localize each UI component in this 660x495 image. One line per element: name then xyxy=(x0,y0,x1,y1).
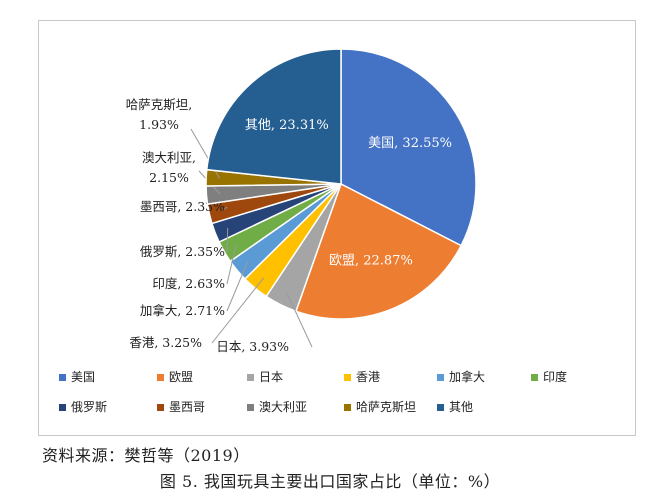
pie-slice-0 xyxy=(340,48,477,247)
slice-label-6: 俄罗斯, 2.35% xyxy=(140,244,225,259)
legend-swatch-6 xyxy=(59,404,66,411)
legend-swatch-9 xyxy=(344,404,351,411)
pie-slice-10 xyxy=(205,48,342,185)
slice-value-9: 1.93% xyxy=(139,117,179,132)
slice-label-1: 欧盟, 22.87% xyxy=(329,253,413,268)
legend-label-4: 加拿大 xyxy=(449,369,485,384)
slice-label-3: 香港, 3.25% xyxy=(129,335,202,350)
chart-frame: 美国, 32.55% 欧盟, 22.87% 日本, 3.93% 香港, 3.25% 加拿… xyxy=(38,20,636,436)
leader-line-4 xyxy=(226,261,249,312)
legend-swatch-8 xyxy=(247,404,254,411)
legend-label-6: 俄罗斯 xyxy=(71,400,107,414)
leader-line-3 xyxy=(211,277,265,344)
pie-chart: 美国, 32.55% 欧盟, 22.87% 日本, 3.93% 香港, 3.25% 加拿… xyxy=(59,48,567,414)
slice-value-8: 2.15% xyxy=(149,170,189,185)
slice-label-0: 美国, 32.55% xyxy=(368,136,452,151)
slice-label-8: 澳大利亚, xyxy=(142,150,196,165)
legend-swatch-3 xyxy=(344,374,351,381)
slice-label-7: 墨西哥, 2.33% xyxy=(140,199,225,214)
legend-label-10: 其他 xyxy=(449,400,473,414)
figure-caption: 图 5. 我国玩具主要出口国家占比（单位：%） xyxy=(159,472,501,491)
source-note: 资料来源：樊哲等（2019） xyxy=(42,446,250,465)
leader-line-5 xyxy=(226,244,237,285)
slice-label-2: 日本, 3.93% xyxy=(216,339,289,354)
leader-line-7 xyxy=(222,206,228,212)
legend-label-5: 印度 xyxy=(543,369,567,384)
leader-line-6 xyxy=(226,227,229,253)
legend-swatch-4 xyxy=(437,374,444,381)
legend-label-1: 欧盟 xyxy=(169,370,193,384)
slice-label-10: 其他, 23.31% xyxy=(245,118,329,133)
legend-label-3: 香港 xyxy=(356,370,380,384)
legend-swatch-1 xyxy=(157,374,164,381)
leader-line-2 xyxy=(286,292,313,348)
legend-swatch-2 xyxy=(247,374,254,381)
legend-label-2: 日本 xyxy=(259,370,283,384)
slice-label-4: 加拿大, 2.71% xyxy=(140,303,225,318)
legend-label-0: 美国 xyxy=(71,370,95,384)
legend-swatch-7 xyxy=(157,404,164,411)
legend-label-8: 澳大利亚 xyxy=(259,400,307,414)
legend-swatch-10 xyxy=(437,404,444,411)
slice-label-5: 印度, 2.63% xyxy=(152,276,225,291)
legend-swatch-0 xyxy=(59,374,66,381)
pie-slice-1 xyxy=(294,182,463,320)
legend-swatch-5 xyxy=(531,374,538,381)
legend-label-9: 哈萨克斯坦 xyxy=(356,400,416,414)
legend-label-7: 墨西哥 xyxy=(169,400,205,414)
slice-label-9: 哈萨克斯坦, xyxy=(126,97,192,112)
